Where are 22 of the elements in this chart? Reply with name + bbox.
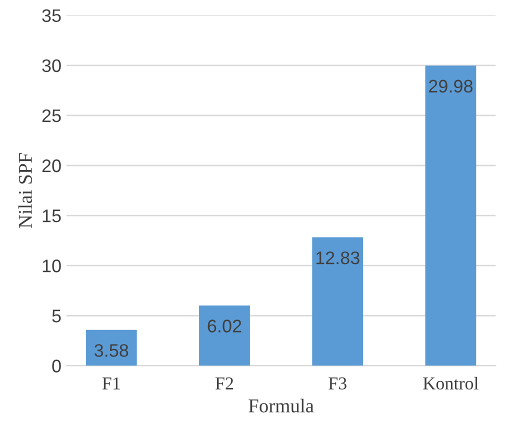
y-tick-label: 25	[42, 109, 61, 122]
x-tick-label: Kontrol	[423, 376, 478, 390]
data-label: 3.58	[94, 344, 128, 357]
y-tick-label: 0	[52, 360, 61, 372]
y-axis-title: Nilai SPF	[18, 153, 32, 228]
data-label: 12.83	[316, 251, 360, 264]
y-tick-label: 10	[42, 260, 61, 272]
data-label: 6.02	[208, 320, 242, 332]
x-tick-label: F2	[215, 377, 234, 390]
x-tick-label: F3	[328, 377, 346, 390]
y-tick-label: 5	[52, 310, 61, 322]
y-tick-label: 20	[42, 159, 61, 172]
bar	[425, 66, 476, 366]
x-axis-title: Formula	[248, 398, 314, 412]
bar	[312, 237, 364, 366]
y-tick-label: 15	[42, 210, 61, 222]
data-label: 29.98	[429, 80, 473, 93]
y-tick-label: 30	[42, 59, 61, 72]
x-tick-label: F1	[102, 377, 120, 390]
bar	[199, 305, 250, 366]
bar	[86, 330, 137, 366]
y-tick-label: 35	[42, 9, 61, 22]
